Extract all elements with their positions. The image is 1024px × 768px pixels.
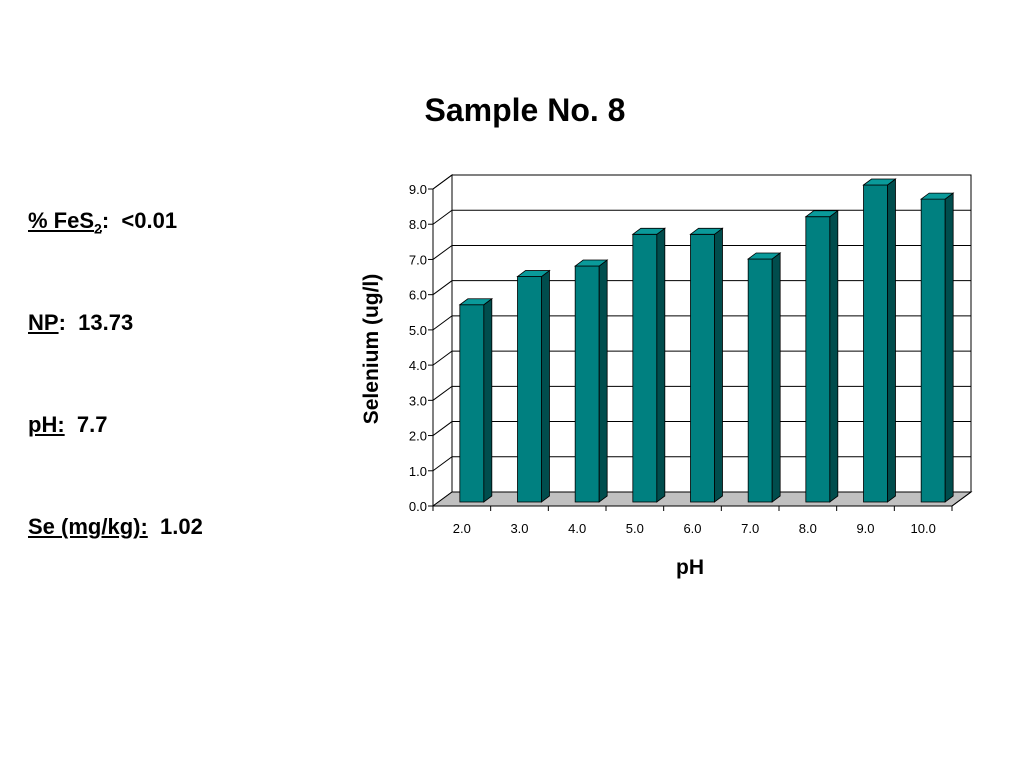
bars	[458, 178, 955, 503]
se-label: Se (mg/kg):	[28, 514, 148, 539]
ph-label: pH:	[28, 412, 65, 437]
bar-side	[887, 178, 896, 503]
bar-side	[714, 227, 723, 503]
bar-side	[829, 209, 839, 503]
y-tick-label: 3.0	[409, 393, 427, 408]
y-tick-label: 2.0	[409, 429, 427, 444]
bar-front	[690, 233, 715, 503]
bar-side	[598, 259, 608, 503]
x-tick-label: 7.0	[741, 521, 759, 536]
bar-front	[863, 184, 888, 503]
slide-title: Sample No. 8	[424, 92, 626, 128]
bar	[804, 209, 840, 503]
axes	[432, 189, 972, 507]
bar-side	[483, 297, 493, 503]
y-tick-label: 5.0	[409, 323, 427, 338]
bar-top	[631, 227, 667, 235]
bar-top	[573, 259, 609, 267]
bar-front	[805, 216, 831, 503]
bar-top	[746, 252, 782, 260]
se-property: Se (mg/kg): 1.02	[28, 514, 203, 540]
bar-top	[862, 178, 897, 186]
bar	[919, 192, 955, 503]
y-tick-label: 1.0	[409, 464, 427, 479]
np-label: NP	[28, 310, 59, 335]
x-tick-label: 5.0	[626, 521, 644, 536]
x-tick-labels: 2.0 3.0 4.0 5.0 6.0 7.0 8.0 9.0 10.0	[432, 506, 953, 536]
fes2-property: % FeS2: <0.01	[28, 208, 178, 237]
bar-top	[689, 227, 724, 235]
np-property: NP: 13.73	[28, 310, 134, 335]
x-tick-label: 4.0	[568, 521, 586, 536]
x-tick-label: 3.0	[510, 521, 528, 536]
ph-property: pH: 7.7	[28, 412, 107, 438]
gridline	[432, 174, 971, 190]
side-wall	[432, 174, 453, 507]
gridline	[432, 456, 971, 472]
bar	[862, 178, 897, 503]
bar-front	[747, 258, 773, 503]
bar	[573, 259, 609, 503]
gridline	[432, 209, 971, 225]
y-tick-label: 7.0	[409, 252, 427, 267]
bar-side	[656, 227, 666, 503]
bar-front	[920, 198, 946, 503]
y-tick-labels: 0.0 1.0 2.0 3.0 4.0 5.0 6.0 7.0 8.0 9.0	[409, 182, 433, 514]
bar	[746, 252, 782, 503]
bar	[631, 227, 667, 503]
bar-front	[574, 265, 600, 503]
gridline	[432, 350, 971, 366]
bar-side	[944, 192, 954, 503]
bar-side	[771, 252, 781, 503]
x-tick-label: 10.0	[911, 521, 936, 536]
bar-front	[517, 276, 542, 503]
x-tick-label: 9.0	[856, 521, 874, 536]
se-value: 1.02	[160, 514, 203, 539]
fes2-value: <0.01	[121, 208, 178, 233]
x-axis-title: pH	[676, 556, 704, 579]
bar-top	[804, 210, 840, 218]
gridline	[432, 315, 971, 331]
bar-top	[458, 298, 494, 306]
y-tick-label: 0.0	[409, 499, 427, 514]
y-tick-label: 6.0	[409, 288, 427, 303]
fes2-label: % FeS2	[28, 208, 102, 237]
floor-edge	[951, 491, 972, 507]
x-tick-label: 8.0	[799, 521, 817, 536]
bar-top	[516, 270, 551, 277]
bar-front	[632, 233, 658, 503]
y-axis-title: Selenium (ug/l)	[360, 274, 383, 425]
gridline	[432, 385, 971, 401]
bar-front	[459, 304, 485, 503]
gridline	[432, 280, 971, 296]
ph-value: 7.7	[76, 412, 108, 437]
bar	[516, 269, 551, 503]
np-value: 13.73	[78, 310, 134, 335]
x-tick-label: 6.0	[683, 521, 701, 536]
y-tick-label: 8.0	[409, 217, 427, 232]
bar-top	[919, 192, 955, 200]
y-tick-label: 4.0	[409, 358, 427, 373]
gridline	[432, 244, 971, 260]
gridline	[432, 421, 971, 436]
bar	[689, 227, 724, 503]
bar	[458, 297, 494, 503]
y-tick-label: 9.0	[409, 182, 427, 197]
bar-side	[541, 269, 550, 503]
grid-lines	[432, 174, 971, 472]
x-tick-label: 2.0	[453, 521, 471, 536]
